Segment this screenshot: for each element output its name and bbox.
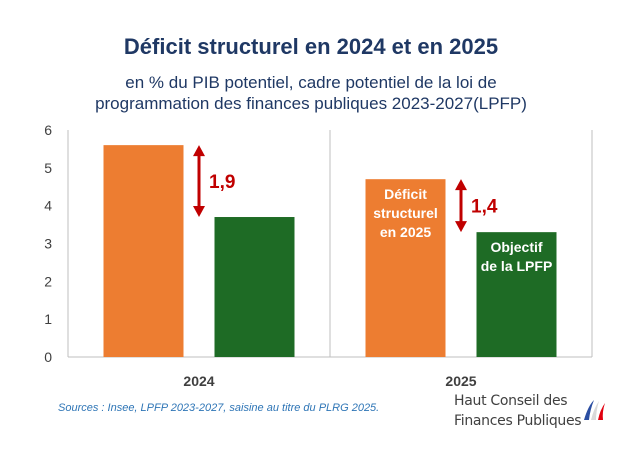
bar-inner-label: de la LPFP [481,258,553,274]
bar-inner-label: Objectif [490,239,542,255]
logo-text-line-2: Finances Publiques [454,413,582,429]
hcfp-logo: Haut Conseil des Finances Publiques [452,392,612,436]
bar-inner-label: structurel [373,205,438,221]
logo-text-line-1: Haut Conseil des [454,393,568,409]
subtitle-line-2: programmation des finances publiques 202… [95,94,527,113]
source-note: Sources : Insee, LPFP 2023-2027, saisine… [58,402,380,414]
y-tick-label: 5 [44,160,52,176]
difference-arrow-head-down [455,221,467,233]
difference-arrow-head-up [193,145,205,157]
difference-arrow-head-down [193,206,205,218]
y-tick-label: 0 [44,349,52,365]
y-tick-label: 1 [44,311,52,327]
chart-subtitle: en % du PIB potentiel, cadre potentiel d… [0,72,622,114]
difference-arrow-head-up [455,179,467,191]
y-tick-label: 4 [44,198,52,214]
bar-inner-label: en 2025 [380,224,432,240]
difference-label: 1,4 [471,197,498,218]
subtitle-line-1: en % du PIB potentiel, cadre potentiel d… [125,73,497,92]
y-tick-label: 6 [44,122,52,138]
x-tick-label: 2024 [183,373,214,389]
bar-2024-series-2 [214,217,295,357]
y-tick-label: 2 [44,273,52,289]
chart-title: Déficit structurel en 2024 et en 2025 [123,34,499,59]
french-flag-swoosh-icon [584,400,605,420]
bar-inner-label: Déficit [384,186,427,202]
bar-2025-series-2 [476,232,557,357]
x-tick-label: 2025 [445,373,476,389]
bar-2024-series-1 [103,145,184,357]
bar-2025-series-1 [365,179,446,357]
y-tick-label: 3 [44,236,52,252]
difference-label: 1,9 [209,172,235,193]
